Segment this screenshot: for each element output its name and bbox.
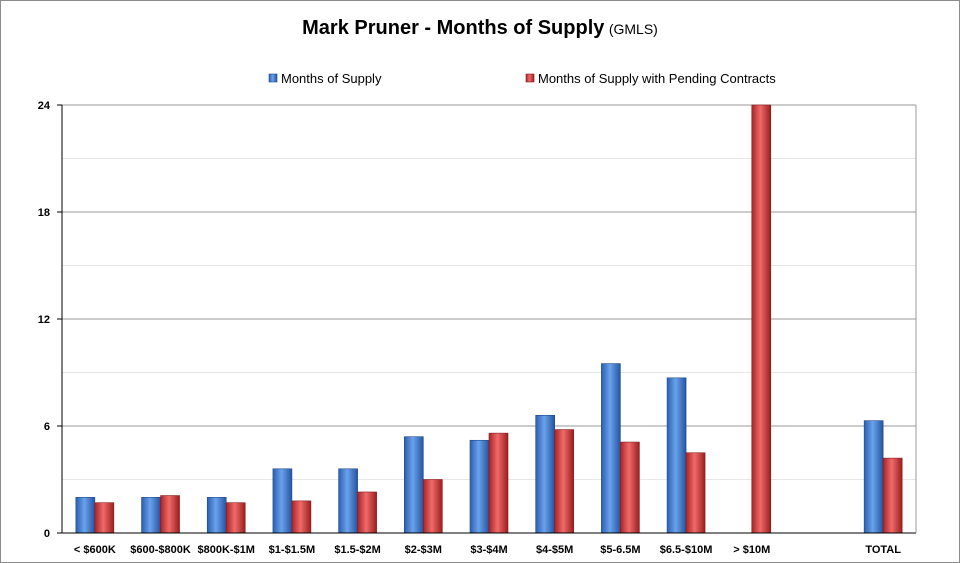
bar-pending-contracts — [423, 479, 443, 534]
bar-months-of-supply — [863, 420, 884, 534]
bar-pending-contracts — [751, 104, 772, 534]
bar-pending-contracts — [620, 441, 640, 534]
bar-months-of-supply — [75, 497, 96, 534]
bar-pending-contracts — [685, 452, 706, 534]
bars — [75, 104, 903, 534]
y-tick-label: 18 — [38, 207, 50, 219]
bar-pending-contracts — [291, 500, 312, 534]
x-tick-label: $6.5-$10M — [660, 544, 713, 556]
bar-pending-contracts — [554, 429, 574, 534]
bar-months-of-supply — [535, 414, 555, 534]
bar-months-of-supply — [601, 363, 621, 534]
x-tick-label: $800K-$1M — [197, 544, 254, 556]
x-tick-label: < $600K — [74, 544, 116, 556]
legend: Months of Supply Months of Supply with Pe… — [268, 71, 776, 86]
bar-pending-contracts — [94, 502, 115, 534]
bar-pending-contracts — [225, 502, 246, 534]
x-tick-label: $1.5-$2M — [334, 544, 380, 556]
y-tick-label: 6 — [44, 421, 50, 433]
bar-pending-contracts — [357, 491, 377, 534]
bar-months-of-supply — [141, 497, 161, 534]
chart-title-main: Mark Pruner - Months of Supply — [302, 17, 605, 39]
chart-title: Mark Pruner - Months of Supply (GMLS) — [1, 17, 959, 40]
y-tick-label: 0 — [44, 528, 50, 540]
legend-swatch — [525, 73, 535, 83]
bar-months-of-supply — [469, 439, 490, 534]
x-tick-label: $4-$5M — [536, 544, 573, 556]
legend-label: Months of Supply — [281, 71, 382, 86]
y-tick-label: 24 — [38, 100, 51, 112]
bar-months-of-supply — [272, 468, 293, 534]
axes — [57, 104, 917, 534]
x-tick-label: $5-6.5M — [600, 544, 640, 556]
x-tick-label: TOTAL — [865, 544, 901, 556]
bar-months-of-supply — [338, 468, 358, 534]
x-tick-label: $2-$3M — [405, 544, 442, 556]
bar-pending-contracts — [488, 432, 509, 534]
chart-title-sub: (GMLS) — [608, 21, 658, 37]
bar-months-of-supply — [666, 377, 687, 534]
legend-label: Months of Supply with Pending Contracts — [538, 71, 776, 86]
gridlines — [62, 104, 916, 480]
bar-months-of-supply — [206, 497, 227, 534]
legend-swatch — [268, 73, 278, 83]
bar-months-of-supply — [404, 436, 424, 534]
y-tick-label: 12 — [38, 314, 50, 326]
x-tick-label: > $10M — [733, 544, 770, 556]
tick-labels: 0 6 12 18 24 < $600K $600-$800K $800K-$1M $1-$1.… — [38, 100, 901, 556]
bar-pending-contracts — [882, 457, 903, 534]
x-tick-label: $3-$4M — [470, 544, 507, 556]
bar-pending-contracts — [160, 495, 180, 534]
x-tick-label: $1-$1.5M — [269, 544, 315, 556]
x-tick-label: $600-$800K — [130, 544, 191, 556]
